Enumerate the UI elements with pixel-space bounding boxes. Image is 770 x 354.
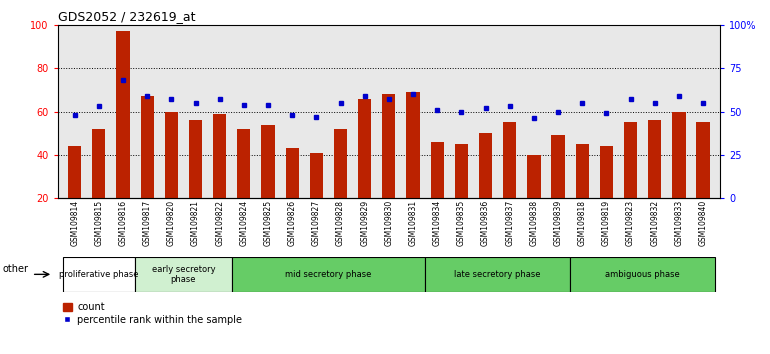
Bar — [430, 142, 444, 198]
Bar — [189, 120, 203, 198]
Bar — [334, 129, 347, 198]
Bar — [455, 144, 468, 198]
Bar — [68, 146, 82, 198]
Bar — [261, 125, 275, 198]
Bar — [165, 112, 178, 198]
Bar — [696, 122, 710, 198]
Text: late secretory phase: late secretory phase — [454, 270, 541, 279]
Bar — [551, 135, 564, 198]
Bar — [382, 94, 396, 198]
Bar — [479, 133, 492, 198]
Text: early secretory
phase: early secretory phase — [152, 265, 216, 284]
Bar — [358, 98, 371, 198]
Bar — [62, 257, 135, 292]
Bar — [570, 257, 715, 292]
Bar — [503, 122, 517, 198]
Bar — [672, 112, 685, 198]
Bar — [135, 257, 232, 292]
Bar — [648, 120, 661, 198]
Bar — [310, 153, 323, 198]
Text: other: other — [3, 264, 29, 274]
Bar — [286, 148, 299, 198]
Bar — [527, 155, 541, 198]
Text: ambiguous phase: ambiguous phase — [605, 270, 680, 279]
Text: proliferative phase: proliferative phase — [59, 270, 139, 279]
Legend: count, percentile rank within the sample: count, percentile rank within the sample — [62, 302, 243, 325]
Bar — [141, 96, 154, 198]
Bar — [92, 129, 105, 198]
Bar — [624, 122, 638, 198]
Bar — [600, 146, 613, 198]
Bar — [232, 257, 425, 292]
Text: GDS2052 / 232619_at: GDS2052 / 232619_at — [58, 10, 196, 23]
Bar — [213, 114, 226, 198]
Bar — [425, 257, 570, 292]
Bar — [116, 31, 129, 198]
Bar — [575, 144, 589, 198]
Bar — [407, 92, 420, 198]
Bar — [237, 129, 250, 198]
Text: mid secretory phase: mid secretory phase — [285, 270, 372, 279]
